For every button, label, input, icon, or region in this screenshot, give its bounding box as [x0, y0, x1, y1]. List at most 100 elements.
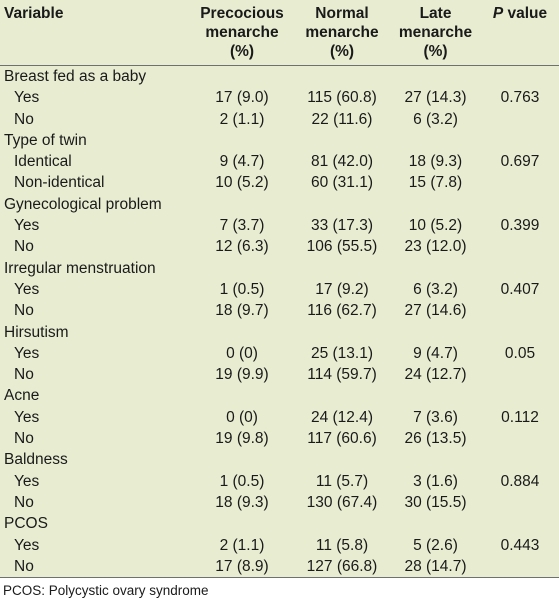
late-value: 5 (2.6) — [413, 536, 458, 554]
row-label: Yes — [14, 408, 40, 426]
p-value: 0.05 — [504, 344, 536, 362]
p-value: 0.884 — [500, 472, 540, 490]
precocious-value: 18 (9.7) — [215, 302, 269, 320]
p-value: 0.443 — [500, 536, 540, 554]
normal-value: 127 (66.8) — [306, 557, 378, 575]
row-label: Yes — [14, 536, 40, 554]
precocious-value: 0 (0) — [226, 344, 258, 362]
table-row: Yes 0 (0) 24 (12.4) 7 (3.6) 0.112 — [0, 407, 559, 428]
precocious-value: 10 (5.2) — [215, 174, 269, 192]
row-label: No — [14, 430, 34, 448]
p-value — [481, 172, 559, 193]
precocious-value: 18 (9.3) — [215, 493, 269, 511]
p-value — [481, 109, 559, 130]
table-footnote: PCOS: Polycystic ovary syndrome — [3, 583, 209, 599]
group-row: Breast fed as a baby — [0, 66, 559, 88]
normal-value: 116 (62.7) — [307, 302, 377, 320]
p-value — [481, 300, 559, 321]
normal-value: 60 (31.1) — [310, 174, 374, 192]
late-value: 28 (14.7) — [404, 557, 467, 575]
row-label: No — [14, 238, 34, 256]
group-label: Gynecological problem — [4, 195, 162, 213]
table-row: Yes 1 (0.5) 11 (5.7) 3 (1.6) 0.884 — [0, 471, 559, 492]
late-value: 6 (3.2) — [413, 110, 458, 128]
normal-value: 114 (59.7) — [307, 366, 377, 384]
p-value: 0.407 — [500, 280, 540, 298]
precocious-value: 19 (9.9) — [215, 366, 269, 384]
normal-value: 11 (5.8) — [315, 536, 369, 554]
late-value: 6 (3.2) — [413, 280, 458, 298]
late-value: 26 (13.5) — [404, 430, 467, 448]
precocious-value: 1 (0.5) — [219, 472, 265, 490]
precocious-value: 17 (8.9) — [215, 557, 269, 575]
precocious-value: 0 (0) — [226, 408, 258, 426]
table-row: No 18 (9.3) 130 (67.4) 30 (15.5) — [0, 492, 559, 513]
precocious-value: 19 (9.8) — [215, 430, 269, 448]
table-header: Variable Precocious menarche (%) Normal … — [0, 0, 559, 66]
table-row: Yes 1 (0.5) 17 (9.2) 6 (3.2) 0.407 — [0, 279, 559, 300]
p-value: 0.763 — [500, 89, 540, 107]
normal-value: 106 (55.5) — [306, 238, 378, 256]
row-label: Yes — [14, 89, 40, 107]
group-label: Breast fed as a baby — [4, 68, 147, 85]
late-value: 7 (3.6) — [413, 408, 458, 426]
p-value — [481, 428, 559, 449]
p-value — [481, 556, 559, 578]
p-value — [481, 236, 559, 257]
precocious-value: 1 (0.5) — [219, 280, 265, 298]
table-row: No 17 (8.9) 127 (66.8) 28 (14.7) — [0, 556, 559, 578]
normal-value: 117 (60.6) — [307, 430, 377, 448]
late-value: 24 (12.7) — [404, 366, 467, 384]
p-value: 0.112 — [501, 408, 539, 426]
table-row: No 19 (9.9) 114 (59.7) 24 (12.7) — [0, 364, 559, 385]
group-row: Acne — [0, 385, 559, 406]
group-row: Hirsutism — [0, 322, 559, 343]
table-row: No 19 (9.8) 117 (60.6) 26 (13.5) — [0, 428, 559, 449]
group-label: PCOS — [4, 515, 48, 533]
precocious-value: 7 (3.7) — [219, 217, 265, 235]
row-label: No — [14, 493, 34, 511]
normal-value: 130 (67.4) — [306, 493, 378, 511]
late-value: 18 (9.3) — [408, 153, 463, 171]
group-row: Baldness — [0, 449, 559, 470]
header-variable: Variable — [4, 5, 64, 22]
late-value: 15 (7.8) — [408, 174, 463, 192]
group-row: Type of twin — [0, 130, 559, 151]
table-row: Yes 7 (3.7) 33 (17.3) 10 (5.2) 0.399 — [0, 215, 559, 236]
header-precocious: Precocious menarche (%) — [200, 5, 284, 60]
header-p-value: P value — [492, 5, 548, 22]
group-label: Type of twin — [4, 131, 87, 149]
table-body: Breast fed as a baby Yes 17 (9.0) 115 (60.8… — [0, 66, 559, 578]
late-value: 27 (14.6) — [404, 302, 467, 320]
precocious-value: 12 (6.3) — [215, 238, 269, 256]
row-label: No — [14, 557, 34, 575]
normal-value: 33 (17.3) — [310, 217, 374, 235]
row-label: Non-identical — [14, 174, 105, 192]
group-row: PCOS — [0, 513, 559, 534]
normal-value: 24 (12.4) — [310, 408, 374, 426]
p-value: 0.697 — [500, 153, 540, 171]
table-row: No 12 (6.3) 106 (55.5) 23 (12.0) — [0, 236, 559, 257]
group-row: Gynecological problem — [0, 194, 559, 215]
normal-value: 17 (9.2) — [315, 280, 369, 298]
table-row: No 18 (9.7) 116 (62.7) 27 (14.6) — [0, 300, 559, 321]
row-label: Yes — [14, 280, 40, 298]
late-value: 10 (5.2) — [408, 217, 463, 235]
header-row: Variable Precocious menarche (%) Normal … — [0, 0, 559, 66]
group-label: Acne — [4, 387, 40, 405]
late-value: 3 (1.6) — [413, 472, 458, 490]
p-value — [481, 492, 559, 513]
normal-value: 22 (11.6) — [311, 110, 373, 128]
table-row: Non-identical 10 (5.2) 60 (31.1) 15 (7.8) — [0, 172, 559, 193]
normal-value: 81 (42.0) — [310, 153, 374, 171]
late-value: 23 (12.0) — [404, 238, 467, 256]
p-value — [481, 364, 559, 385]
normal-value: 115 (60.8) — [307, 89, 377, 107]
normal-value: 25 (13.1) — [310, 344, 374, 362]
table-row: Yes 2 (1.1) 11 (5.8) 5 (2.6) 0.443 — [0, 535, 559, 556]
late-value: 27 (14.3) — [404, 89, 467, 107]
table-row: Yes 0 (0) 25 (13.1) 9 (4.7) 0.05 — [0, 343, 559, 364]
row-label: Identical — [14, 153, 72, 171]
header-late: Late menarche (%) — [398, 5, 473, 60]
